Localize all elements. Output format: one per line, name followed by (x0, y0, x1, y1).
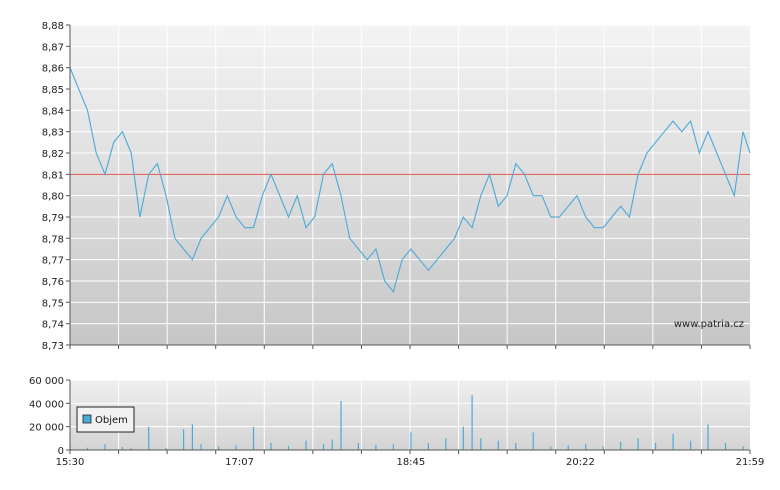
volume-bar (410, 432, 412, 450)
volume-bar (86, 447, 89, 450)
volume-bar (287, 445, 290, 450)
volume-bar (235, 445, 237, 450)
volume-bar (357, 443, 359, 450)
volume-bar (567, 445, 569, 450)
volume-bar (200, 444, 202, 450)
volume-bar (497, 440, 499, 450)
volume-bar (742, 446, 744, 450)
volume-bar (672, 433, 674, 450)
legend-label: Objem (95, 415, 128, 426)
price-y-tick-label: 8,82 (42, 149, 64, 160)
price-panel: 8,88 8,87 8,86 8,85 8,84 8,83 8,82 8,81 8,80 8,79… (42, 21, 751, 352)
x-axis-time-labels: 15:30 17:07 18:45 20:22 21:59 (56, 450, 765, 468)
legend-swatch (82, 414, 92, 424)
volume-bar (191, 424, 193, 450)
volume-bar (375, 444, 377, 451)
x-tick-label: 21:59 (736, 457, 765, 468)
volume-bar (655, 443, 657, 450)
price-y-tick-label: 8,75 (42, 298, 64, 309)
price-y-tick-label: 8,77 (42, 256, 64, 267)
watermark: www.patria.cz (674, 319, 744, 330)
volume-bar (104, 444, 106, 450)
volume-bar (637, 438, 639, 450)
volume-bar (480, 438, 482, 450)
volume-bar (305, 440, 307, 450)
volume-bar (515, 443, 517, 450)
volume-y-tick-label: 40 000 (29, 399, 64, 410)
volume-bar (270, 443, 272, 450)
volume-y-tick-label: 20 000 (29, 423, 64, 434)
volume-y-axis: 60 000 40 000 20 000 0 (29, 376, 70, 457)
volume-bars (69, 395, 744, 451)
volume-bar (121, 447, 123, 450)
price-y-tick-label: 8,88 (42, 21, 64, 32)
x-tick-label: 17:07 (225, 457, 254, 468)
price-y-tick-label: 8,78 (42, 234, 64, 245)
volume-bar (218, 446, 220, 450)
price-y-tick-label: 8,85 (42, 85, 64, 96)
price-y-tick-label: 8,87 (42, 42, 64, 53)
volume-bar (340, 401, 342, 450)
price-y-tick-label: 8,79 (42, 213, 64, 224)
price-series-line (69, 67, 751, 293)
volume-bar (550, 446, 552, 450)
volume-bar (130, 448, 132, 451)
price-y-tick-label: 8,80 (42, 192, 64, 203)
volume-bar (471, 395, 473, 450)
price-y-tick-label: 8,86 (42, 64, 64, 75)
volume-y-tick-label: 60 000 (29, 376, 64, 387)
volume-bar (585, 444, 587, 450)
x-tick-label: 18:45 (396, 457, 425, 468)
volume-bar (148, 426, 150, 450)
price-y-axis: 8,88 8,87 8,86 8,85 8,84 8,83 8,82 8,81 8,80 8,79… (42, 21, 70, 352)
volume-bar (620, 441, 622, 450)
volume-bar (532, 432, 534, 450)
price-y-tick-label: 8,81 (42, 170, 64, 181)
price-y-tick-label: 8,83 (42, 128, 64, 139)
price-x-tick-marks (69, 345, 751, 349)
volume-bar (690, 440, 692, 450)
volume-bar (165, 447, 167, 450)
volume-legend: Objem (76, 406, 135, 433)
price-y-tick-label: 8,74 (42, 320, 64, 331)
price-y-tick-label: 8,84 (42, 106, 64, 117)
volume-bar (252, 426, 255, 450)
volume-bar (707, 424, 709, 450)
x-tick-label: 20:22 (566, 457, 595, 468)
volume-bar (427, 443, 429, 450)
volume-y-tick-label: 0 (58, 446, 64, 457)
volume-bar (445, 438, 447, 450)
volume-bar (331, 439, 333, 450)
volume-bar (462, 426, 464, 450)
volume-bar (724, 443, 727, 450)
x-tick-label: 15:30 (56, 457, 85, 468)
volume-bar (392, 444, 394, 450)
price-y-tick-label: 8,73 (42, 341, 64, 352)
volume-bar (602, 446, 604, 450)
volume-panel: 60 000 40 000 20 000 0 15:30 17:07 18:45 20:22… (29, 376, 764, 468)
price-y-tick-label: 8,76 (42, 277, 64, 288)
volume-bar (183, 429, 185, 450)
volume-bar (322, 444, 325, 450)
